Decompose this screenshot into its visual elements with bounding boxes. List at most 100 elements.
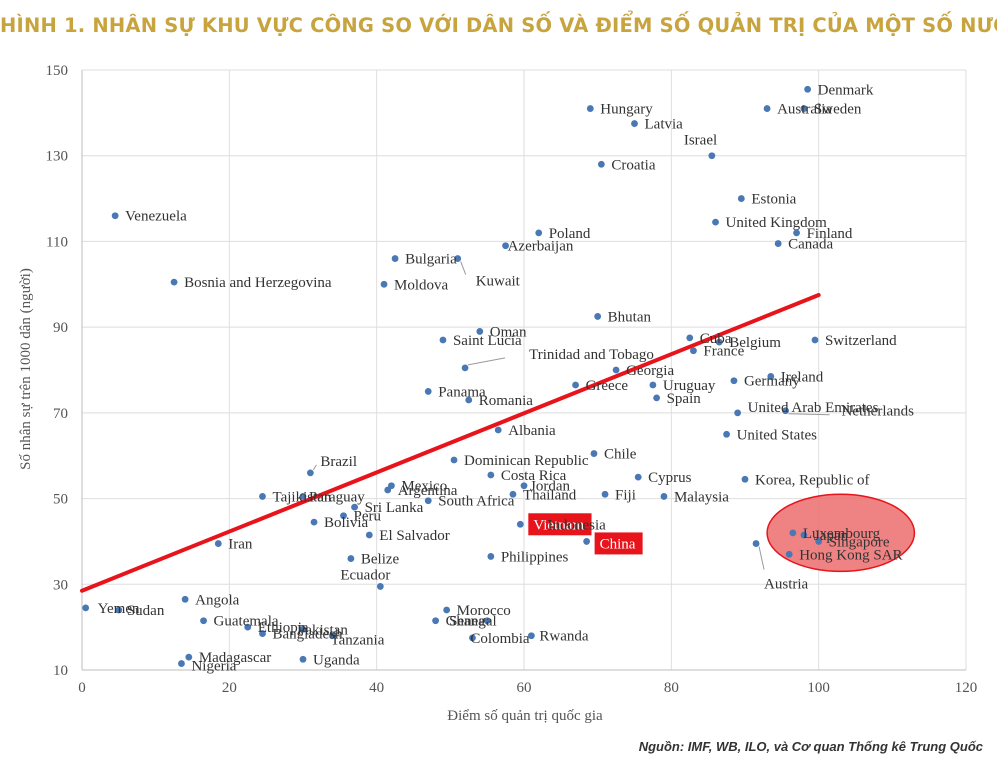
label-thailand: Thailand xyxy=(523,487,577,503)
label-australia: Australia xyxy=(777,102,832,118)
label-costa-rica: Costa Rica xyxy=(501,468,567,484)
point-el-salvador xyxy=(365,531,373,539)
point-uruguay xyxy=(649,381,657,389)
label-pakistan: Pakistan xyxy=(297,622,348,638)
y-tick-label: 70 xyxy=(53,406,68,422)
label-argentina: Argentina xyxy=(398,483,458,499)
x-tick-label: 0 xyxy=(78,680,86,696)
point-iran xyxy=(214,540,222,547)
point-sweden xyxy=(800,105,808,112)
point-bolivia xyxy=(310,518,318,526)
point-cyprus xyxy=(634,473,642,481)
label-guatemala: Guatemala xyxy=(214,614,279,630)
label-morocco: Morocco xyxy=(457,603,511,619)
point-canada xyxy=(774,240,782,247)
label-uruguay: Uruguay xyxy=(663,378,716,394)
label-peru: Peru xyxy=(354,509,382,525)
x-tick-label: 40 xyxy=(369,680,384,696)
trend-line xyxy=(80,293,821,593)
label-nigeria: Nigeria xyxy=(191,659,236,675)
point-latvia xyxy=(631,120,638,127)
point-sudan xyxy=(115,606,123,614)
label-bangladesh: Bangladesh xyxy=(272,627,342,643)
point-azerbaijan xyxy=(502,242,509,250)
label-belgium: Belgium xyxy=(729,335,781,351)
point-saint-lucia xyxy=(439,336,447,344)
point-vietnam xyxy=(516,520,524,528)
label-philippines: Philippines xyxy=(501,549,569,565)
data-points xyxy=(82,85,823,667)
point-hungary xyxy=(586,105,594,112)
label-korea-republic-of: Korea, Republic of xyxy=(755,472,870,488)
point-switzerland xyxy=(811,336,819,344)
label-uganda: Uganda xyxy=(313,652,360,668)
label-spain: Spain xyxy=(667,391,702,407)
point-argentina xyxy=(384,486,392,494)
label-luxembourg: Luxembourg xyxy=(803,526,881,542)
label-azerbaijan: Azerbaijan xyxy=(508,239,574,255)
x-axis-label: Điểm số quản trị quốc gia xyxy=(447,708,603,724)
point-costa-rica xyxy=(487,471,495,479)
leader-line-trinidad-and-tobago xyxy=(467,357,506,366)
point-china xyxy=(583,538,591,545)
label-japan: Japan xyxy=(814,528,849,544)
point-madagascar xyxy=(185,653,193,661)
label-cuba: Cuba xyxy=(700,331,732,347)
point-belize xyxy=(347,555,355,562)
point-austria xyxy=(752,540,760,547)
point-fiji xyxy=(601,490,609,498)
point-ecuador xyxy=(376,583,384,590)
point-peru xyxy=(340,512,347,520)
point-colombia xyxy=(469,634,476,642)
label-bulgaria: Bulgaria xyxy=(405,252,457,268)
point-dominican-republic xyxy=(450,456,458,464)
leader-line-netherlands xyxy=(788,413,830,416)
point-panama xyxy=(424,388,432,395)
point-united-arab-emirates xyxy=(734,409,742,417)
point-estonia xyxy=(737,195,745,202)
label-moldova: Moldova xyxy=(394,277,449,293)
label-el-salvador: El Salvador xyxy=(379,528,449,544)
label-senegal: Senegal xyxy=(449,614,496,630)
label-china: China xyxy=(600,536,636,552)
point-nigeria xyxy=(178,660,185,667)
label-panama: Panama xyxy=(438,384,486,400)
point-trinidad-and-tobago xyxy=(461,364,469,372)
point-kuwait xyxy=(454,255,462,262)
point-georgia xyxy=(612,366,620,374)
label-kuwait: Kuwait xyxy=(476,274,521,290)
point-belgium xyxy=(715,338,723,346)
point-angola xyxy=(181,595,189,603)
label-south-africa: South Africa xyxy=(438,494,515,510)
label-brazil: Brazil xyxy=(320,454,357,470)
label-denmark: Denmark xyxy=(818,82,874,98)
label-oman: Oman xyxy=(490,324,527,340)
label-chile: Chile xyxy=(604,447,637,463)
point-morocco xyxy=(443,606,451,614)
label-ireland: Ireland xyxy=(781,369,824,385)
label-malaysia: Malaysia xyxy=(674,489,729,505)
point-moldova xyxy=(380,280,388,288)
label-latvia: Latvia xyxy=(645,117,684,133)
point-poland xyxy=(535,229,543,237)
highlight-ellipse-layer xyxy=(766,493,916,573)
x-tick-label: 100 xyxy=(807,680,830,696)
label-georgia: Georgia xyxy=(626,363,674,379)
point-brazil xyxy=(306,469,314,477)
point-netherlands xyxy=(782,407,789,415)
label-albania: Albania xyxy=(508,423,556,439)
point-venezuela xyxy=(111,212,119,220)
point-japan xyxy=(800,531,808,539)
label-hong-kong-sar: Hong Kong SAR xyxy=(799,547,902,563)
label-ghana: Ghana xyxy=(446,614,485,630)
point-ethiopia xyxy=(244,623,252,631)
point-denmark xyxy=(804,85,812,93)
point-greece xyxy=(572,381,579,389)
label-singapore: Singapore xyxy=(829,534,890,550)
point-yemen xyxy=(82,604,90,612)
point-germany xyxy=(730,377,738,385)
axes: 0 20 40 60 80 100 120 10 30 50 70 90 110 130 150 xyxy=(46,63,978,696)
point-rwanda xyxy=(527,632,535,640)
point-luxembourg xyxy=(789,529,797,537)
y-tick-label: 10 xyxy=(53,663,68,679)
